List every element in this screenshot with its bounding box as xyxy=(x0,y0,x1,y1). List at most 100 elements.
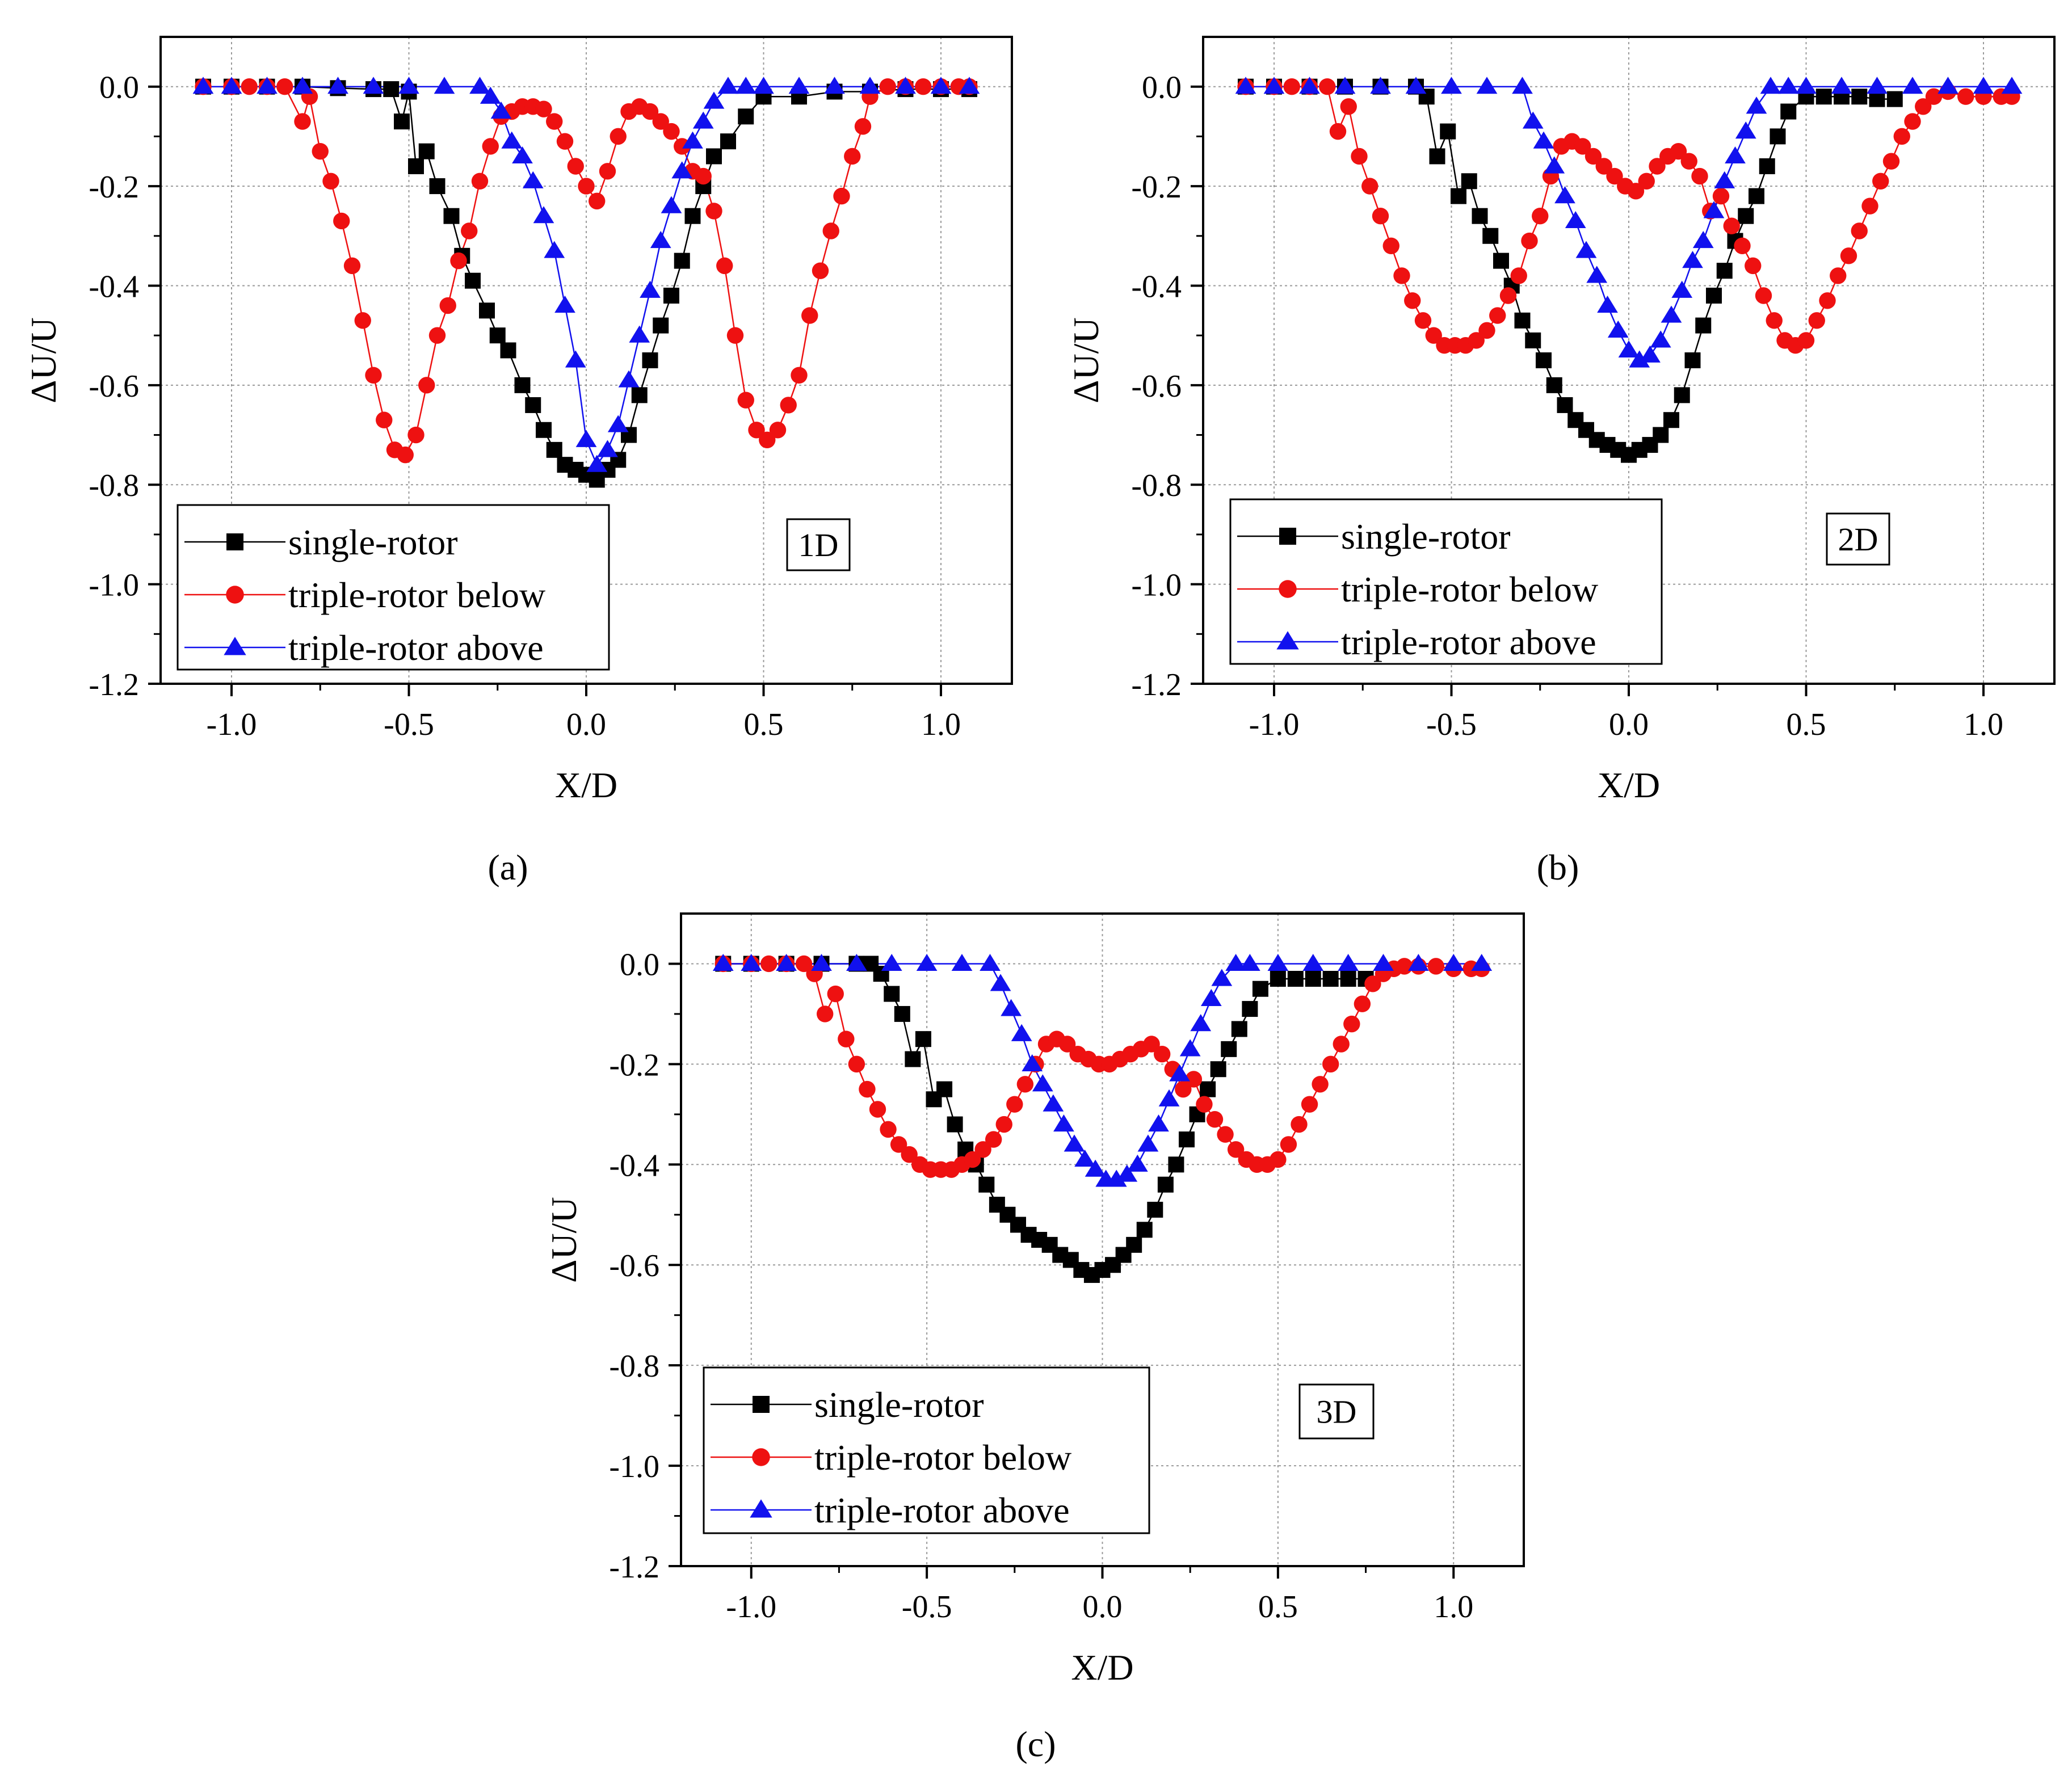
legend-marker-square xyxy=(1279,528,1296,545)
data-point-single-rotor xyxy=(1514,312,1531,329)
data-point-single-rotor xyxy=(1440,123,1456,140)
data-point-triple-rotor-below xyxy=(695,167,712,185)
data-point-single-rotor xyxy=(1242,1001,1258,1017)
data-point-single-rotor xyxy=(525,397,541,413)
data-point-triple-rotor-below xyxy=(1270,1151,1287,1168)
data-point-single-rotor xyxy=(546,441,562,458)
legend-marker-circle xyxy=(1279,580,1297,598)
data-point-triple-rotor-below xyxy=(1521,232,1538,250)
data-point-triple-rotor-above xyxy=(1682,251,1703,268)
data-point-triple-rotor-above xyxy=(2001,77,2023,94)
data-point-triple-rotor-above xyxy=(980,953,1001,971)
series-line-triple-rotor-above xyxy=(203,86,969,466)
data-point-triple-rotor-below xyxy=(1638,172,1655,190)
data-point-triple-rotor-below xyxy=(1819,292,1836,309)
data-point-triple-rotor-above xyxy=(565,350,586,368)
data-point-triple-rotor-above xyxy=(1299,77,1320,94)
data-point-triple-rotor-below xyxy=(276,78,293,95)
data-point-single-rotor xyxy=(1557,397,1573,413)
data-point-single-rotor xyxy=(1653,427,1669,443)
data-point-triple-rotor-above xyxy=(1148,1114,1169,1132)
data-point-triple-rotor-above xyxy=(1618,340,1640,358)
data-point-single-rotor xyxy=(1168,1156,1184,1173)
data-point-triple-rotor-above xyxy=(640,280,661,298)
data-point-triple-rotor-above xyxy=(1443,953,1464,971)
data-point-triple-rotor-above xyxy=(1158,1089,1180,1106)
data-point-triple-rotor-below xyxy=(652,113,669,130)
data-point-triple-rotor-above xyxy=(1263,77,1285,94)
data-point-triple-rotor-below xyxy=(546,113,563,130)
y-tick-label: -0.4 xyxy=(1131,269,1182,304)
data-point-triple-rotor-below xyxy=(901,1146,918,1163)
data-point-triple-rotor-below xyxy=(1585,148,1602,165)
panel-a: -1.0 -0.5 0.0 0.5 1.0 0.0 -0.2 -0.4 -0.6 -0.8 -1.0… xyxy=(23,36,1013,887)
data-point-triple-rotor-below xyxy=(838,1030,855,1047)
legend-label: single-rotor xyxy=(1341,516,1511,557)
y-tick-label: -0.2 xyxy=(89,170,139,205)
data-point-triple-rotor-below xyxy=(450,252,467,270)
data-point-triple-rotor-above xyxy=(1267,953,1289,971)
legend-marker-triangle xyxy=(750,1499,772,1518)
data-point-single-rotor xyxy=(1851,89,1868,105)
data-point-triple-rotor-below xyxy=(1206,1110,1224,1128)
data-point-single-rotor xyxy=(1221,1041,1237,1057)
data-point-single-rotor xyxy=(894,1005,910,1022)
annotation-label: 1D xyxy=(798,527,839,563)
data-point-triple-rotor-below xyxy=(610,128,627,145)
data-point-triple-rotor-above xyxy=(1512,77,1533,94)
y-tick-label: -0.8 xyxy=(609,1349,659,1384)
y-tick-label: -0.4 xyxy=(89,269,139,304)
y-tick-label: -1.0 xyxy=(89,568,139,603)
data-point-triple-rotor-above xyxy=(1011,1024,1032,1041)
data-point-triple-rotor-above xyxy=(846,953,867,971)
data-point-triple-rotor-above xyxy=(753,77,774,94)
data-point-single-rotor xyxy=(500,342,516,359)
data-point-single-rotor xyxy=(418,143,435,159)
data-point-triple-rotor-below xyxy=(716,257,733,275)
legend-label: single-rotor xyxy=(814,1385,984,1425)
data-point-triple-rotor-above xyxy=(1607,320,1629,338)
data-point-triple-rotor-above xyxy=(1190,1014,1212,1032)
y-tick-label: -0.8 xyxy=(89,468,139,503)
data-point-single-rotor xyxy=(443,208,460,224)
data-point-single-rotor xyxy=(1886,91,1903,107)
data-point-single-rotor xyxy=(1147,1201,1163,1218)
x-tick-label: -1.0 xyxy=(726,1589,776,1625)
x-tick-label: -0.5 xyxy=(902,1589,952,1625)
data-point-single-rotor xyxy=(915,1031,931,1047)
legend: single-rotor triple-rotor below triple-rot… xyxy=(1229,498,1663,665)
data-point-triple-rotor-below xyxy=(995,1116,1012,1133)
data-point-triple-rotor-below xyxy=(556,133,574,150)
data-point-triple-rotor-above xyxy=(292,77,313,94)
data-point-single-rotor xyxy=(1252,981,1268,997)
data-point-single-rotor xyxy=(1322,971,1339,987)
data-point-triple-rotor-above xyxy=(1405,77,1427,94)
data-point-single-rotor xyxy=(905,1051,921,1067)
annotation-box xyxy=(1826,512,1890,566)
data-point-single-rotor xyxy=(653,317,669,334)
data-point-triple-rotor-below xyxy=(1712,187,1730,205)
data-point-triple-rotor-above xyxy=(1902,77,1923,94)
x-tick-label: -0.5 xyxy=(1426,707,1477,742)
data-point-triple-rotor-above xyxy=(1796,77,1817,94)
data-point-triple-rotor-above xyxy=(1471,953,1493,971)
data-point-triple-rotor-above xyxy=(1179,1039,1201,1057)
data-point-triple-rotor-above xyxy=(1053,1114,1074,1132)
data-point-triple-rotor-above xyxy=(1735,121,1756,139)
data-point-single-rotor xyxy=(1157,1176,1174,1193)
data-point-triple-rotor-below xyxy=(822,222,839,239)
data-point-triple-rotor-above xyxy=(1408,953,1429,971)
data-point-triple-rotor-below xyxy=(1766,312,1783,329)
data-point-triple-rotor-above xyxy=(1714,171,1735,188)
data-point-single-rotor xyxy=(1461,173,1477,190)
data-point-triple-rotor-above xyxy=(1650,330,1671,348)
y-tick-label: 0.0 xyxy=(620,947,659,982)
data-point-triple-rotor-below xyxy=(1830,267,1847,284)
data-point-triple-rotor-below xyxy=(471,172,489,190)
data-point-triple-rotor-below xyxy=(726,327,744,344)
data-point-triple-rotor-above xyxy=(1302,953,1324,971)
x-tick-label: 0.0 xyxy=(1609,707,1649,742)
data-point-triple-rotor-below xyxy=(1627,183,1645,200)
data-point-triple-rotor-below xyxy=(322,172,339,190)
